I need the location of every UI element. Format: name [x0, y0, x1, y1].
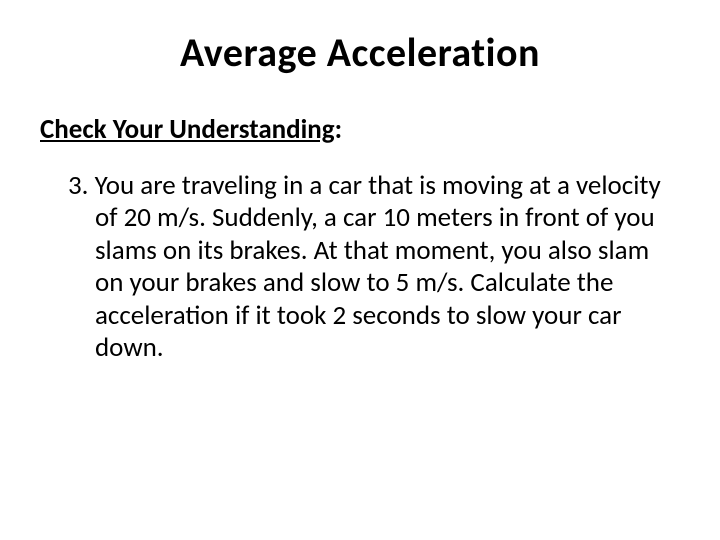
slide-title: Average Acceleration	[40, 28, 680, 77]
subtitle-underlined: Check Your Understanding	[40, 113, 335, 146]
subtitle-colon: :	[335, 113, 342, 146]
question-text: You are traveling in a car that is movin…	[95, 169, 661, 364]
question-number: 3.	[68, 169, 95, 202]
slide-subtitle: Check Your Understanding:	[40, 113, 680, 146]
question-block: 3. You are traveling in a car that is mo…	[40, 170, 680, 364]
question-wrap: 3. You are traveling in a car that is mo…	[40, 170, 680, 364]
slide-container: Average Acceleration Check Your Understa…	[0, 0, 720, 540]
